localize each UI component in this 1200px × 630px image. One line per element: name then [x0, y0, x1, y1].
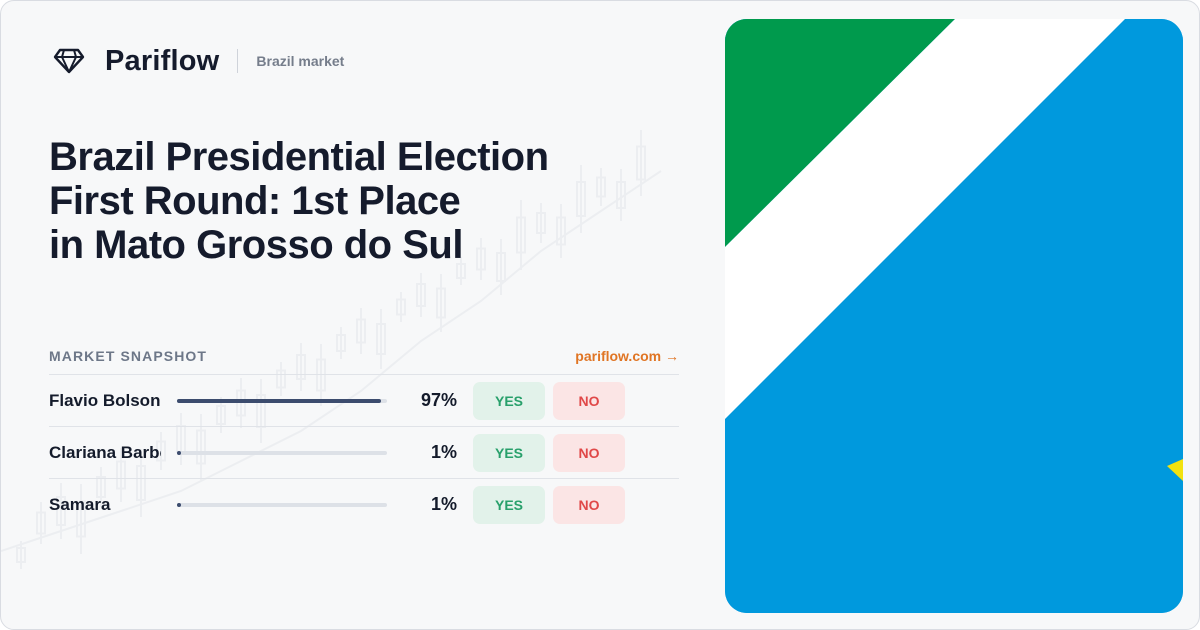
candle-body — [16, 547, 26, 563]
brand-name[interactable]: Pariflow — [105, 44, 220, 77]
candle-body — [636, 145, 646, 181]
probability-bar-fill — [177, 398, 381, 403]
header-divider — [237, 49, 239, 73]
snapshot-header: MARKET SNAPSHOT pariflow.com → — [49, 341, 679, 371]
candle-body — [556, 216, 566, 246]
candle-body — [456, 263, 466, 279]
candle-body — [196, 429, 206, 465]
yes-button[interactable]: YES — [473, 433, 545, 472]
candle-body — [116, 460, 126, 490]
candle-body — [256, 394, 266, 428]
candle-body — [156, 440, 166, 462]
candle-body — [496, 252, 506, 282]
probability-bar — [177, 502, 387, 507]
candle-body — [396, 298, 406, 316]
snapshot-label: MARKET SNAPSHOT — [49, 348, 208, 364]
candle-body — [276, 369, 286, 389]
probability-bar-fill — [177, 502, 181, 507]
page-title: Brazil Presidential Election First Round… — [49, 135, 649, 267]
outcome-list: Flavio Bolsonaro 97% YES NO Clariana Bar… — [49, 374, 679, 530]
candle-body — [96, 476, 106, 498]
outcome-row: Flavio Bolsonaro 97% YES NO — [49, 374, 679, 426]
title-line-2: First Round: 1st Place — [49, 179, 461, 223]
no-button[interactable]: NO — [553, 485, 625, 524]
candle-body — [56, 496, 66, 526]
diamond-icon[interactable] — [53, 44, 87, 78]
outcome-percent: 1% — [430, 442, 457, 462]
candle-body — [536, 212, 546, 234]
candle-body — [576, 181, 586, 217]
candle-body — [436, 287, 446, 319]
outcome-name: Clariana Barbosa — [49, 442, 161, 462]
probability-bar — [177, 398, 387, 403]
candle-body — [136, 465, 146, 501]
candle-body — [516, 216, 526, 254]
probability-bar-fill — [177, 450, 181, 455]
flag-image — [725, 19, 1183, 613]
candle-body — [236, 389, 246, 417]
market-tag: Brazil market — [256, 53, 345, 69]
candle-body — [36, 511, 46, 535]
outcome-row: Samara 1% YES NO — [49, 478, 679, 530]
candle-body — [476, 247, 486, 271]
candle-body — [416, 283, 426, 307]
outcome-name: Samara — [49, 494, 111, 514]
candle-body — [216, 405, 226, 425]
yes-button[interactable]: YES — [473, 381, 545, 420]
candle-body — [596, 176, 606, 198]
site-link[interactable]: pariflow.com → — [575, 348, 679, 364]
title-line-1: Brazil Presidential Election — [49, 135, 549, 179]
title-line-3: in Mato Grosso do Sul — [49, 223, 463, 267]
candle-body — [316, 358, 326, 392]
header: Pariflow Brazil market — [53, 41, 344, 81]
candle-body — [356, 318, 366, 344]
candle-body — [76, 500, 86, 538]
outcome-percent: 97% — [420, 390, 457, 410]
yes-button[interactable]: YES — [473, 485, 545, 524]
no-button[interactable]: NO — [553, 433, 625, 472]
outcome-percent: 1% — [430, 494, 457, 514]
probability-bar — [177, 450, 387, 455]
outcome-row: Clariana Barbosa 1% YES NO — [49, 426, 679, 478]
outcome-name: Flavio Bolsonaro — [49, 390, 161, 410]
background-chart — [1, 130, 662, 569]
no-button[interactable]: NO — [553, 381, 625, 420]
candle-body — [376, 323, 386, 355]
flag-mato-grosso-do-sul-icon — [725, 19, 1183, 613]
candle-body — [336, 334, 346, 352]
candle-body — [296, 354, 306, 380]
